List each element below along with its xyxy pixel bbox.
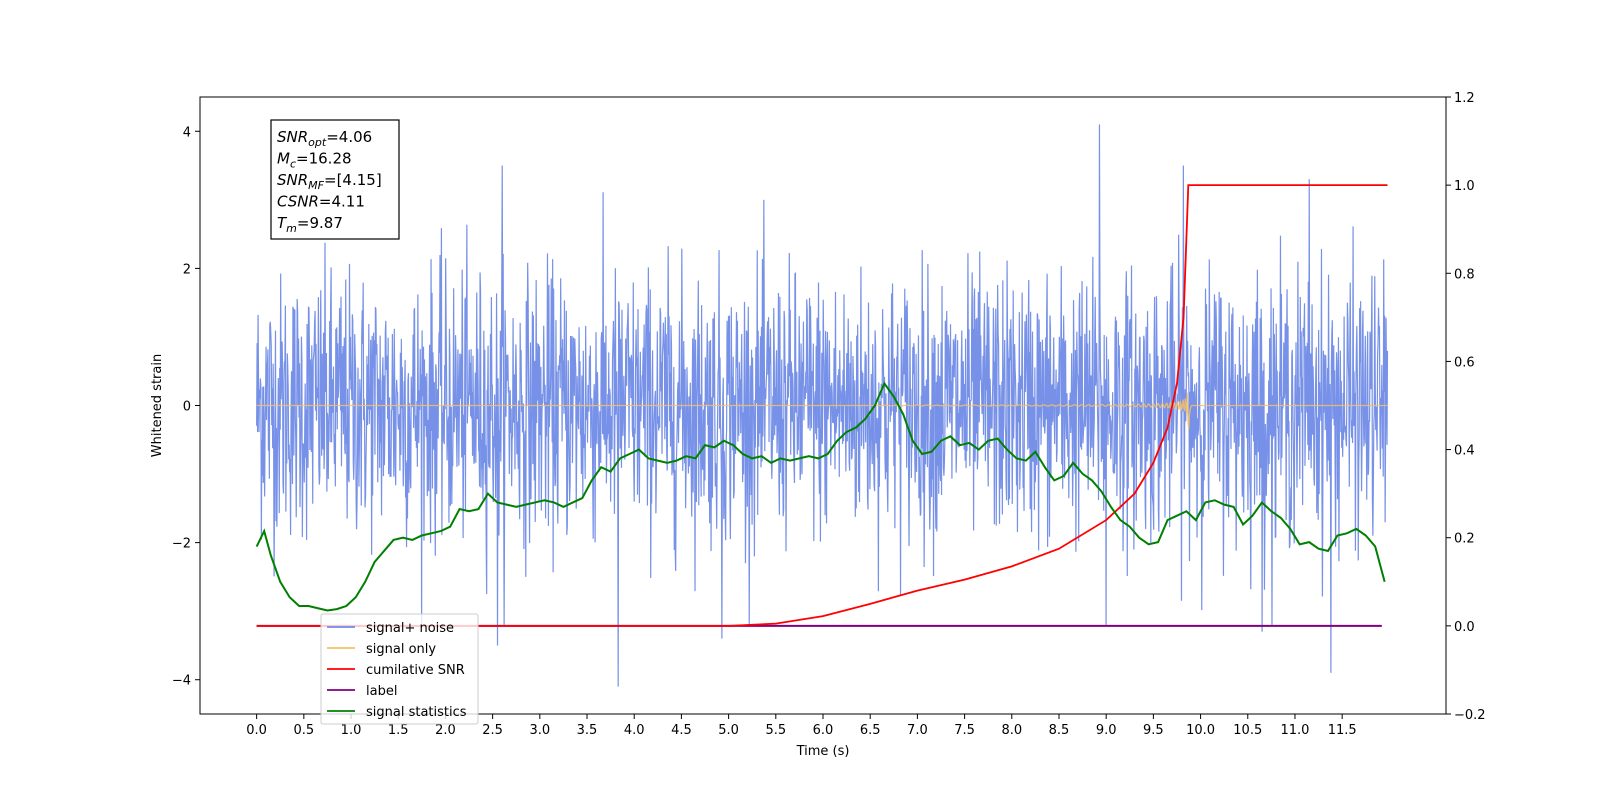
x-tick-label: 9.5: [1143, 723, 1164, 738]
x-tick-label: 10.0: [1186, 723, 1215, 738]
series-signal-statistics: [255, 381, 1386, 612]
x-tick-label: 4.5: [671, 723, 692, 738]
x-tick-label: 1.0: [341, 723, 362, 738]
x-tick-label: 6.5: [860, 723, 881, 738]
y-right-tick-label: 0.0: [1454, 620, 1475, 635]
x-tick-label: 2.0: [435, 723, 456, 738]
x-tick-label: 0.5: [293, 723, 314, 738]
x-tick-label: 6.0: [813, 723, 834, 738]
legend-label: signal statistics: [366, 705, 467, 720]
y-right-tick-label: 0.6: [1454, 355, 1475, 370]
x-tick-label: 11.5: [1328, 723, 1357, 738]
legend-frame: [320, 613, 479, 725]
legend-label: signal+ noise: [366, 621, 454, 636]
x-tick-label: 8.5: [1049, 723, 1070, 738]
x-tick-label: 3.0: [529, 723, 550, 738]
x-tick-label: 1.5: [388, 723, 409, 738]
annotation-line: SNRMF=[4.15]: [277, 171, 382, 192]
y-right-tick-label: 0.2: [1454, 532, 1475, 547]
x-tick-label: 7.5: [954, 723, 975, 738]
legend-label: label: [366, 684, 397, 699]
legend-label: signal only: [366, 642, 436, 657]
legend-label: cumilative SNR: [366, 663, 465, 678]
y-axis-label: Whitened strain: [150, 354, 165, 457]
y-left-tick-label: 0: [183, 400, 191, 415]
x-tick-label: 3.5: [577, 723, 598, 738]
series-signal-noise: [256, 124, 1389, 687]
y-right-tick-label: 1.0: [1454, 179, 1475, 194]
y-right-tick-label: 0.4: [1454, 444, 1475, 459]
x-tick-label: 10.5: [1233, 723, 1262, 738]
annotation-line: Tm=9.87: [277, 214, 343, 235]
annotation-box: SNRopt=4.06Mc=16.28SNRMF=[4.15]CSNR=4.11…: [270, 119, 400, 240]
annotation-line: SNRopt=4.06: [277, 128, 372, 149]
y-left-tick-label: −2: [172, 537, 191, 552]
x-axis-label: Time (s): [796, 744, 850, 759]
x-tick-label: 5.0: [718, 723, 739, 738]
legend: signal+ noise signal only cumilative SNR la…: [320, 613, 479, 725]
x-tick-label: 5.5: [765, 723, 786, 738]
x-tick-label: 8.0: [1001, 723, 1022, 738]
y-left-tick-label: 4: [183, 125, 191, 140]
y-right-tick-label: 1.2: [1454, 91, 1475, 106]
x-tick-label: 9.0: [1096, 723, 1117, 738]
axes: 0.0 0.5 1.0 1.5 2.0 2.5 3.0 3.5 4.0 4.5 5.0 5.5 6.0 6…: [150, 91, 1486, 759]
x-tick-label: 4.0: [624, 723, 645, 738]
annotation-line: CSNR=4.11: [277, 193, 365, 211]
y-left-tick-label: 2: [183, 262, 191, 277]
y-right-tick-label: −0.2: [1454, 708, 1486, 723]
x-tick-label: 2.5: [482, 723, 503, 738]
x-tick-label: 7.0: [907, 723, 928, 738]
annotation-frame: [270, 119, 400, 240]
plot-area: [255, 124, 1389, 687]
y-right-tick-label: 0.8: [1454, 267, 1475, 282]
annotation-line: Mc=16.28: [277, 150, 352, 171]
series-cumulative-snr: [256, 184, 1388, 627]
x-tick-label: 0.0: [246, 723, 267, 738]
y-left-tick-label: −4: [172, 674, 191, 689]
series-signal-only: [256, 392, 1388, 429]
x-tick-label: 11.0: [1280, 723, 1309, 738]
